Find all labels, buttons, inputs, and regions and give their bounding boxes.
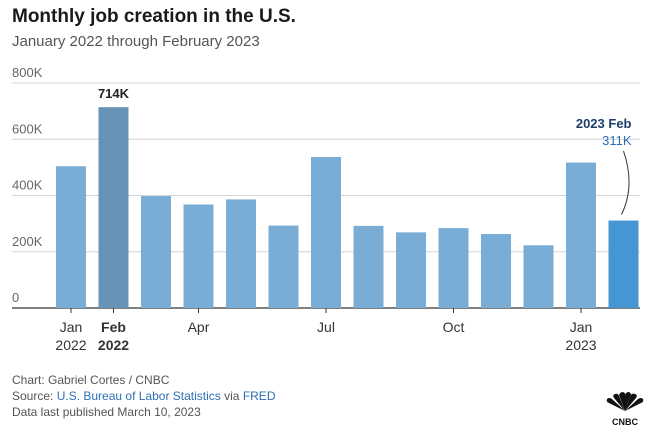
x-tick-label: Oct [443,319,465,335]
bar-chart: 0 200K 400K 600K 800K Jan 2022 Feb 2022 Apr Jul Oct… [12,65,640,353]
bar-jul-2022 [311,156,341,308]
y-tick-label: 0 [12,290,19,305]
source-link-fred[interactable]: FRED [242,389,276,403]
bar-aug-2022 [353,225,384,308]
x-tick-label: Jan [60,319,83,335]
x-tick-label: Jan [570,319,593,335]
bar-sep-2022 [396,232,426,308]
bar-nov-2022 [481,234,511,308]
x-tick-label: Feb [101,319,126,335]
peacock-icon [606,392,644,411]
y-tick-label: 400K [12,178,43,193]
source-mid: via [220,389,243,403]
y-tick-label: 600K [12,121,43,136]
chart-source: Source: U.S. Bureau of Labor Statistics … [12,389,275,403]
annotation-title: 2023 Feb [576,116,632,131]
data-label-latest: 311K [602,133,632,148]
bar-mar-2022 [141,196,171,308]
x-tick-label: Jul [317,319,335,335]
annotation-leader-line [621,150,630,215]
bar-may-2022 [226,199,256,308]
bar-jun-2022 [268,225,299,308]
y-tick-label: 800K [12,65,43,80]
bar-oct-2022 [438,228,469,308]
source-prefix: Source: [12,389,57,403]
chart-subtitle: January 2022 through February 2023 [12,33,260,50]
x-tick-label-year: 2023 [565,337,596,353]
x-tick-label-year: 2022 [98,337,129,353]
cnbc-peacock-icon: CNBC [606,392,644,427]
bar-jan-2022 [56,166,86,308]
bar-feb-2023 [608,220,639,308]
bar-jan-2023 [566,162,596,308]
y-tick-label: 200K [12,234,43,249]
chart-title: Monthly job creation in the U.S. [12,6,296,27]
data-label-max: 714K [98,86,130,101]
source-link-bls[interactable]: U.S. Bureau of Labor Statistics [56,389,221,403]
x-tick-label-year: 2022 [55,337,86,353]
data-published-note: Data last published March 10, 2023 [12,405,201,419]
cnbc-logo-text: CNBC [612,417,638,427]
bar-apr-2022 [183,204,214,308]
chart-credit: Chart: Gabriel Cortes / CNBC [12,373,170,387]
x-tick-label: Apr [188,319,210,335]
bar-feb-2022 [98,107,129,308]
bar-dec-2022 [523,245,554,308]
